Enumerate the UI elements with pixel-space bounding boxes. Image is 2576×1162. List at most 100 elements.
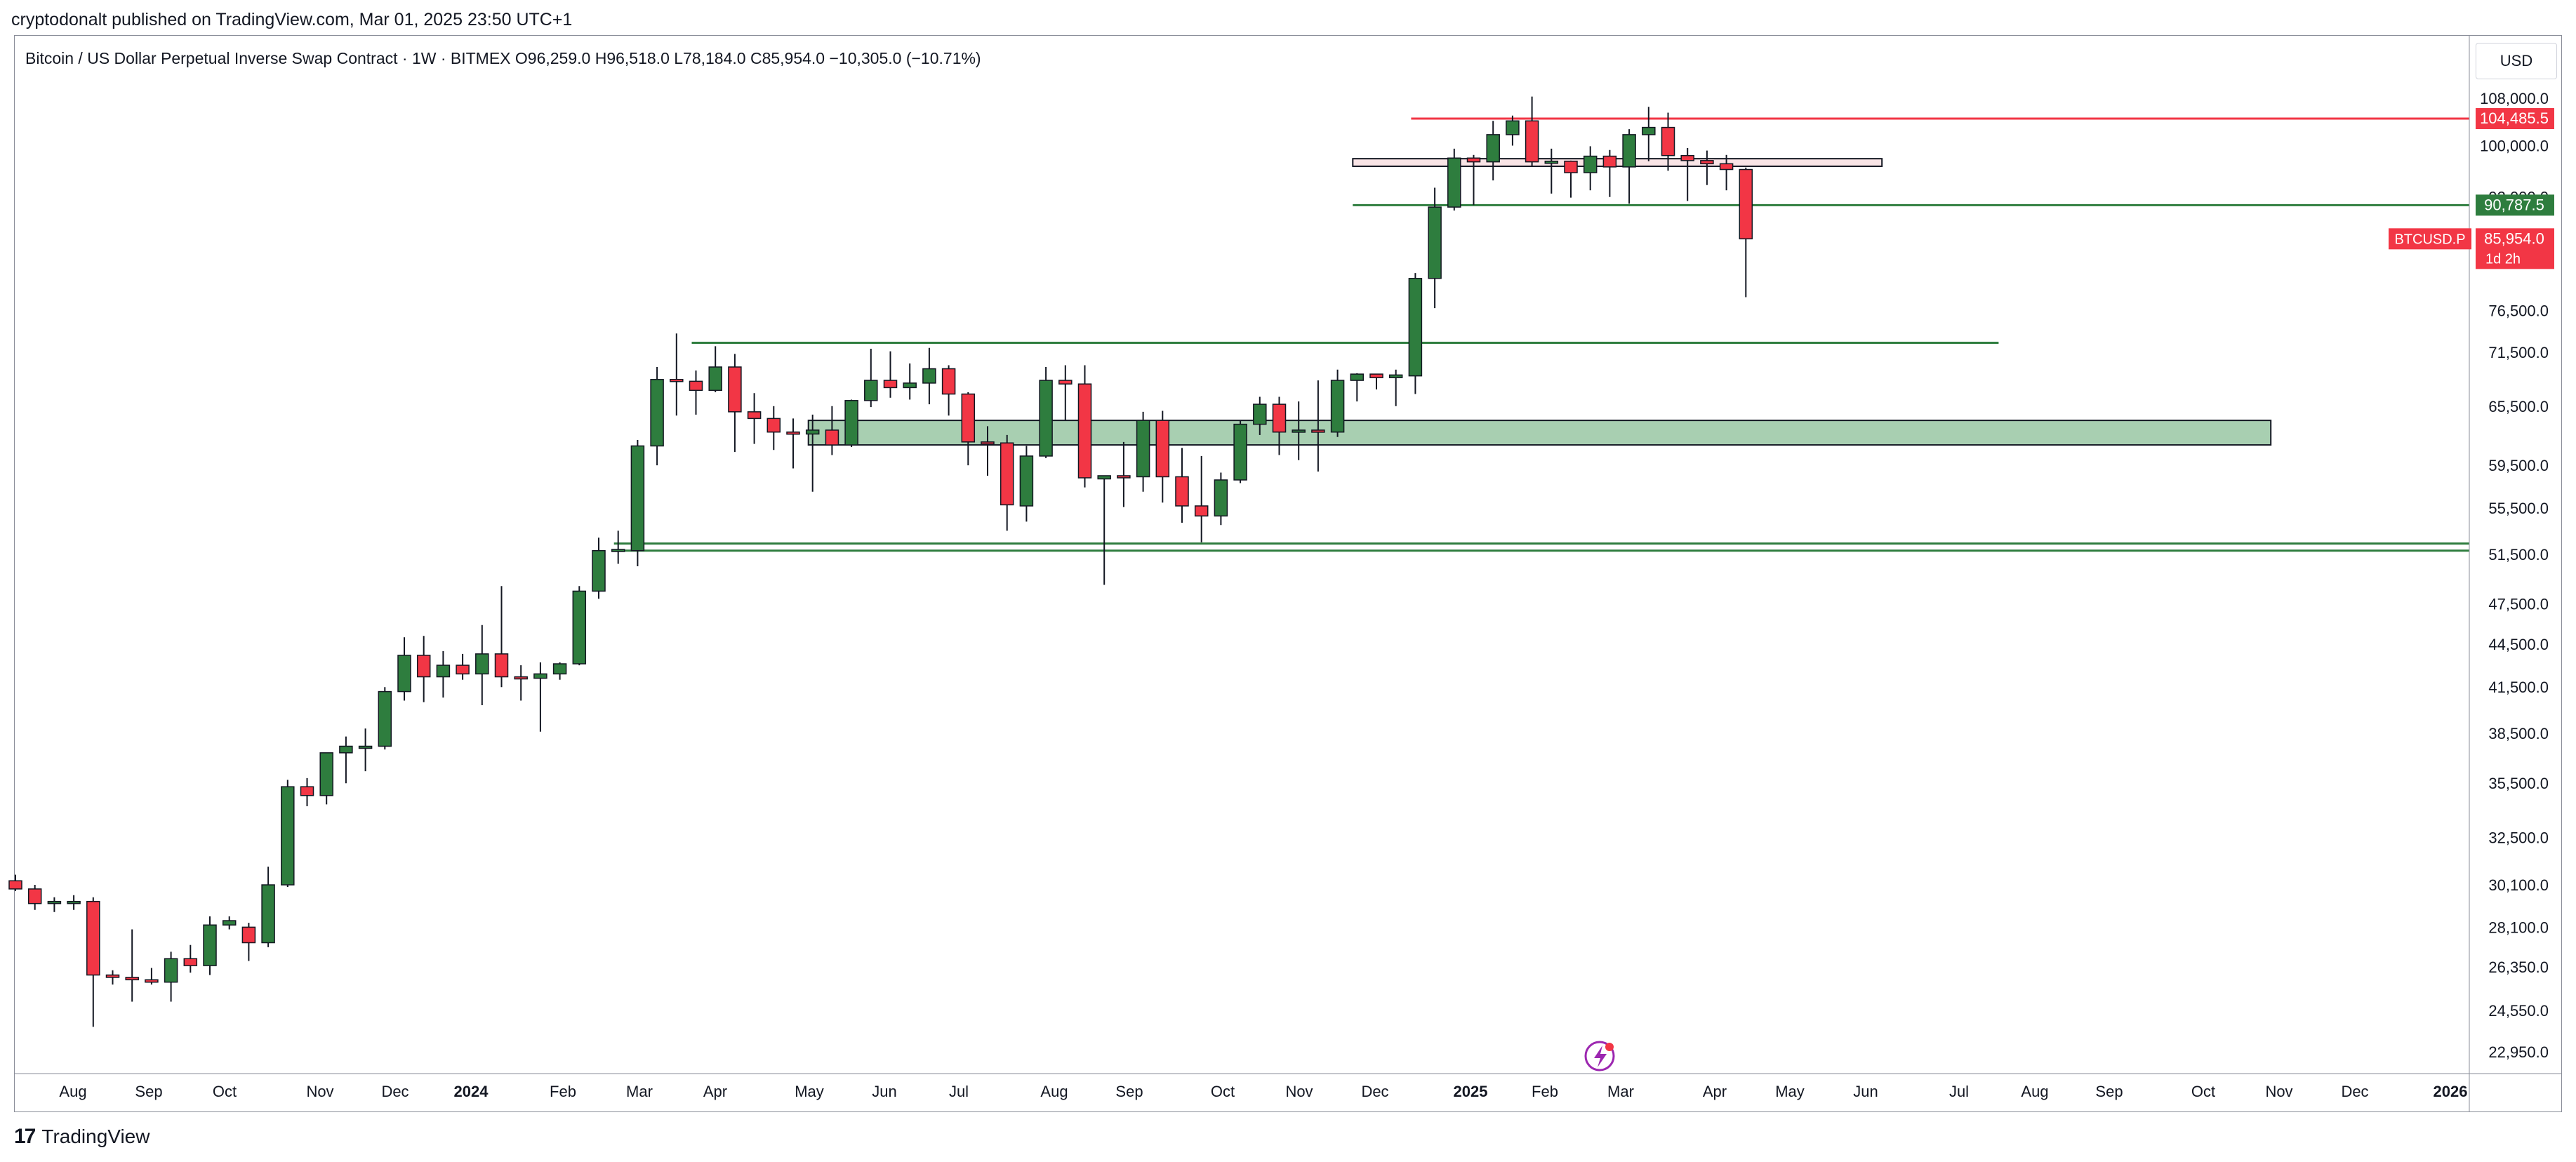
candle xyxy=(1175,448,1189,523)
candle-body xyxy=(1719,163,1734,171)
candle xyxy=(339,736,353,784)
candle-body xyxy=(27,888,42,904)
price-label-bg xyxy=(2476,194,2554,216)
candle-body xyxy=(145,979,159,983)
candle-body xyxy=(1661,126,1675,156)
candle-body xyxy=(1642,126,1656,135)
candle xyxy=(747,393,762,444)
candle-body xyxy=(805,429,820,435)
candle-body xyxy=(533,673,547,679)
candle xyxy=(1564,160,1578,198)
candle xyxy=(1466,154,1481,206)
candle xyxy=(1486,121,1500,181)
candle-body xyxy=(961,393,976,443)
candle-body xyxy=(1272,403,1287,433)
candle xyxy=(650,367,664,466)
candle xyxy=(805,414,820,492)
x-tick-label: Jul xyxy=(949,1083,969,1100)
candle xyxy=(572,586,587,666)
candle xyxy=(378,687,392,750)
candle-body xyxy=(1486,134,1500,163)
candle xyxy=(922,347,936,405)
candle-body xyxy=(1408,278,1423,377)
candle xyxy=(8,874,22,891)
candle xyxy=(281,780,295,887)
candle xyxy=(903,363,917,400)
candle xyxy=(961,392,976,466)
zone-2 xyxy=(807,420,2272,446)
candle xyxy=(883,351,898,398)
lightning-icon-bolt xyxy=(1594,1046,1607,1067)
x-tick-label: Dec xyxy=(2341,1083,2368,1100)
candle-body xyxy=(747,411,762,420)
x-tick-label: Nov xyxy=(306,1083,333,1100)
candle xyxy=(319,752,333,805)
candle-body xyxy=(1058,380,1073,385)
x-tick-label: Nov xyxy=(1285,1083,1313,1100)
candle-body xyxy=(8,880,22,890)
candle xyxy=(1388,369,1403,406)
currency-button[interactable]: USD xyxy=(2476,43,2557,79)
candle xyxy=(1039,367,1053,458)
candle xyxy=(592,537,606,599)
price-label-bg xyxy=(2476,108,2554,130)
candle xyxy=(203,916,217,975)
candle-body xyxy=(1039,380,1053,457)
y-tick-label: 35,500.0 xyxy=(2488,775,2549,792)
candle-body xyxy=(475,653,489,675)
candle-body xyxy=(1680,154,1694,161)
candle xyxy=(1602,149,1617,197)
candle-body xyxy=(1739,168,1753,240)
price-label: 85,954.0 xyxy=(2484,229,2544,247)
candle-body xyxy=(514,676,528,680)
candle-body xyxy=(825,429,839,446)
x-tick-label: 2025 xyxy=(1454,1083,1488,1100)
candle xyxy=(1311,380,1325,472)
candle xyxy=(145,968,159,985)
candle xyxy=(456,653,470,680)
candle-body xyxy=(1000,442,1014,506)
candle xyxy=(300,777,314,806)
candle xyxy=(533,662,547,732)
candle-body xyxy=(203,924,217,966)
candle-body xyxy=(1369,373,1383,378)
candle xyxy=(1622,129,1636,204)
candle xyxy=(1330,369,1345,437)
candle xyxy=(183,944,198,973)
candle xyxy=(1194,455,1209,542)
x-tick-label: Sep xyxy=(135,1083,162,1100)
candle-body xyxy=(1155,420,1170,478)
y-tick-label: 51,500.0 xyxy=(2488,546,2549,563)
x-tick-label: Oct xyxy=(2191,1083,2215,1100)
candle xyxy=(825,406,839,455)
price-label-bg xyxy=(2476,228,2554,269)
candle-body xyxy=(1077,383,1092,479)
candle xyxy=(1155,410,1170,503)
candle xyxy=(1253,396,1267,435)
candle-body xyxy=(47,900,62,904)
candle-body xyxy=(1544,160,1559,164)
candle-body xyxy=(1233,423,1247,481)
x-tick-label: Feb xyxy=(550,1083,576,1100)
candle-body xyxy=(1214,479,1228,517)
x-tick-label: May xyxy=(1775,1083,1805,1100)
candle xyxy=(436,650,451,698)
candle xyxy=(47,897,62,912)
candle xyxy=(1000,434,1014,531)
y-tick-label: 38,500.0 xyxy=(2488,725,2549,742)
candle-body xyxy=(281,786,295,886)
lightning-icon xyxy=(1584,1041,1615,1071)
candle-body xyxy=(552,663,567,675)
x-tick-label: Jun xyxy=(872,1083,896,1100)
tradingview-logo[interactable]: 17 TradingView xyxy=(14,1125,150,1149)
x-tick-label: Oct xyxy=(1211,1083,1235,1100)
candle xyxy=(981,426,995,476)
tradingview-brand: TradingView xyxy=(41,1126,150,1147)
candle-body xyxy=(1525,120,1539,163)
candle-body xyxy=(105,974,120,978)
candle-body xyxy=(883,380,898,389)
y-tick-label: 44,500.0 xyxy=(2488,636,2549,653)
x-tick-label: Jun xyxy=(1853,1083,1878,1100)
candle-body xyxy=(1330,380,1345,433)
